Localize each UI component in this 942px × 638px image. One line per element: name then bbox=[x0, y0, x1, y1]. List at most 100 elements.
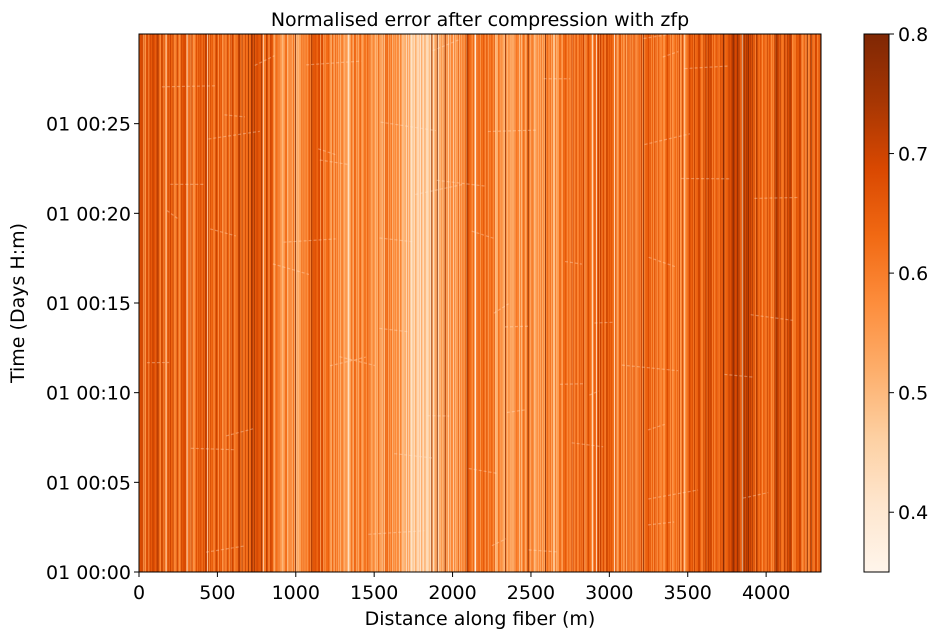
heatmap-column bbox=[425, 34, 428, 572]
heatmap-column bbox=[371, 34, 373, 572]
heatmap-streak bbox=[208, 130, 260, 140]
heatmap-column bbox=[465, 34, 468, 572]
heatmap-streak bbox=[254, 55, 275, 66]
heatmap-column bbox=[565, 34, 567, 572]
heatmap-column bbox=[819, 34, 821, 572]
heatmap-column bbox=[722, 34, 724, 572]
heatmap-column bbox=[220, 34, 222, 572]
heatmap-column bbox=[298, 34, 301, 572]
heatmap-column bbox=[806, 34, 809, 572]
heatmap-column bbox=[523, 34, 526, 572]
heatmap-column bbox=[478, 34, 480, 572]
heatmap-column bbox=[427, 34, 429, 572]
heatmap-column bbox=[776, 34, 778, 572]
heatmap-column bbox=[302, 34, 304, 572]
heatmap-column bbox=[296, 34, 298, 572]
heatmap-column bbox=[632, 34, 634, 572]
heatmap-column bbox=[143, 34, 145, 572]
x-tick-label: 2500 bbox=[507, 582, 555, 604]
heatmap-column bbox=[817, 34, 819, 572]
heatmap-column bbox=[733, 34, 736, 572]
heatmap-column bbox=[703, 34, 705, 572]
heatmap-column bbox=[728, 34, 730, 572]
heatmap-column bbox=[550, 34, 552, 572]
heatmap-column bbox=[649, 34, 651, 572]
heatmap-column bbox=[200, 34, 202, 572]
heatmap-column bbox=[708, 34, 711, 572]
heatmap-column bbox=[154, 34, 156, 572]
heatmap-column bbox=[689, 34, 691, 572]
heatmap-column bbox=[699, 34, 701, 572]
heatmap-column bbox=[677, 34, 679, 572]
heatmap-column bbox=[549, 34, 551, 572]
heatmap-column bbox=[788, 34, 790, 572]
heatmap-column bbox=[418, 34, 421, 572]
heatmap-column bbox=[397, 34, 399, 572]
heatmap-column bbox=[193, 34, 195, 572]
heatmap-column bbox=[662, 34, 664, 572]
heatmap-column bbox=[215, 34, 217, 572]
heatmap-column bbox=[207, 34, 209, 572]
heatmap-column bbox=[719, 34, 721, 572]
heatmap-column bbox=[285, 34, 287, 572]
heatmap-column bbox=[331, 34, 333, 572]
heatmap-column bbox=[147, 34, 149, 572]
heatmap-column bbox=[514, 34, 516, 572]
heatmap-column bbox=[405, 34, 407, 572]
heatmap-streak bbox=[647, 521, 675, 526]
heatmap-column bbox=[199, 34, 201, 572]
heatmap-column bbox=[157, 34, 159, 572]
heatmap-column bbox=[156, 34, 158, 572]
heatmap-column bbox=[369, 34, 371, 572]
heatmap-column bbox=[734, 34, 736, 572]
heatmap-column bbox=[480, 34, 482, 572]
heatmap-column bbox=[180, 34, 182, 572]
heatmap-column bbox=[234, 34, 236, 572]
heatmap-column bbox=[556, 34, 558, 572]
heatmap-streak bbox=[493, 303, 509, 314]
heatmap-column bbox=[690, 34, 692, 572]
heatmap-column bbox=[186, 34, 188, 572]
heatmap-column bbox=[551, 34, 553, 572]
heatmap-column bbox=[449, 34, 451, 572]
heatmap-column bbox=[656, 34, 658, 572]
heatmap-column bbox=[461, 34, 464, 572]
heatmap-column bbox=[691, 34, 693, 572]
heatmap-column bbox=[471, 34, 473, 572]
heatmap-column bbox=[762, 34, 764, 572]
heatmap-column bbox=[218, 34, 221, 572]
heatmap-column bbox=[715, 34, 717, 572]
heatmap-column bbox=[465, 34, 467, 572]
heatmap-column bbox=[718, 34, 720, 572]
heatmap-column bbox=[414, 34, 417, 572]
heatmap-column bbox=[409, 34, 411, 572]
heatmap-column bbox=[564, 34, 566, 572]
heatmap-column bbox=[752, 34, 754, 572]
heatmap-column bbox=[396, 34, 399, 572]
heatmap-column bbox=[686, 34, 689, 572]
heatmap-column bbox=[548, 34, 551, 572]
heatmap-column bbox=[387, 34, 389, 572]
heatmap-column bbox=[655, 34, 657, 572]
heatmap-column bbox=[654, 34, 656, 572]
heatmap-column bbox=[780, 34, 782, 572]
heatmap-column bbox=[668, 34, 670, 572]
heatmap-column bbox=[404, 34, 406, 572]
heatmap-column bbox=[755, 34, 757, 572]
heatmap-column bbox=[685, 34, 687, 572]
heatmap-column bbox=[507, 34, 509, 572]
heatmap-column bbox=[245, 34, 247, 572]
heatmap-column bbox=[255, 34, 257, 572]
heatmap-streak bbox=[506, 409, 526, 414]
heatmap-column bbox=[450, 34, 452, 572]
heatmap-column bbox=[628, 34, 631, 572]
heatmap-column bbox=[617, 34, 619, 572]
heatmap-column bbox=[602, 34, 604, 572]
heatmap-column bbox=[406, 34, 408, 572]
heatmap-column bbox=[171, 34, 173, 572]
heatmap-column bbox=[744, 34, 746, 572]
heatmap-column bbox=[763, 34, 765, 572]
heatmap-column bbox=[771, 34, 773, 572]
heatmap-column bbox=[256, 34, 258, 572]
heatmap-column bbox=[215, 34, 217, 572]
